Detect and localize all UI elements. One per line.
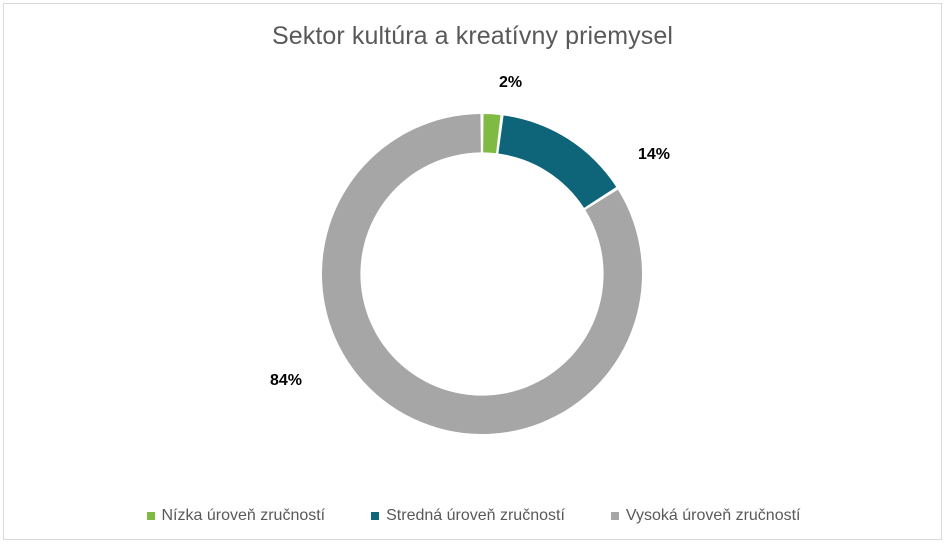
legend-label: Vysoká úroveň zručností	[625, 507, 801, 524]
data-label-vysoka: 84%	[270, 372, 303, 389]
legend-swatch-icon	[146, 512, 155, 520]
legend-swatch-icon	[371, 512, 380, 520]
donut-slice[interactable]	[498, 115, 617, 208]
donut-slice-group	[322, 114, 642, 434]
chart-title: Sektor kultúra a kreatívny priemysel	[272, 22, 673, 50]
legend-item-stredna[interactable]: Stredná úroveň zručností	[371, 507, 565, 525]
legend-swatch-icon	[610, 512, 619, 520]
legend-label: Nízka úroveň zručností	[161, 507, 326, 524]
donut-slice[interactable]	[483, 114, 501, 154]
legend-item-vysoka[interactable]: Vysoká úroveň zručností	[610, 507, 801, 525]
chart-frame: Sektor kultúra a kreatívny priemysel 2% …	[3, 3, 942, 540]
legend-item-nizka[interactable]: Nízka úroveň zručností	[146, 507, 326, 525]
chart-legend: Nízka úroveň zručností Stredná úroveň zr…	[4, 507, 943, 525]
donut-svg	[322, 114, 642, 434]
legend-label: Stredná úroveň zručností	[386, 507, 565, 524]
donut-chart: 2% 14% 84%	[4, 4, 943, 541]
data-label-stredna: 14%	[638, 146, 671, 163]
data-label-nizka: 2%	[499, 74, 523, 91]
